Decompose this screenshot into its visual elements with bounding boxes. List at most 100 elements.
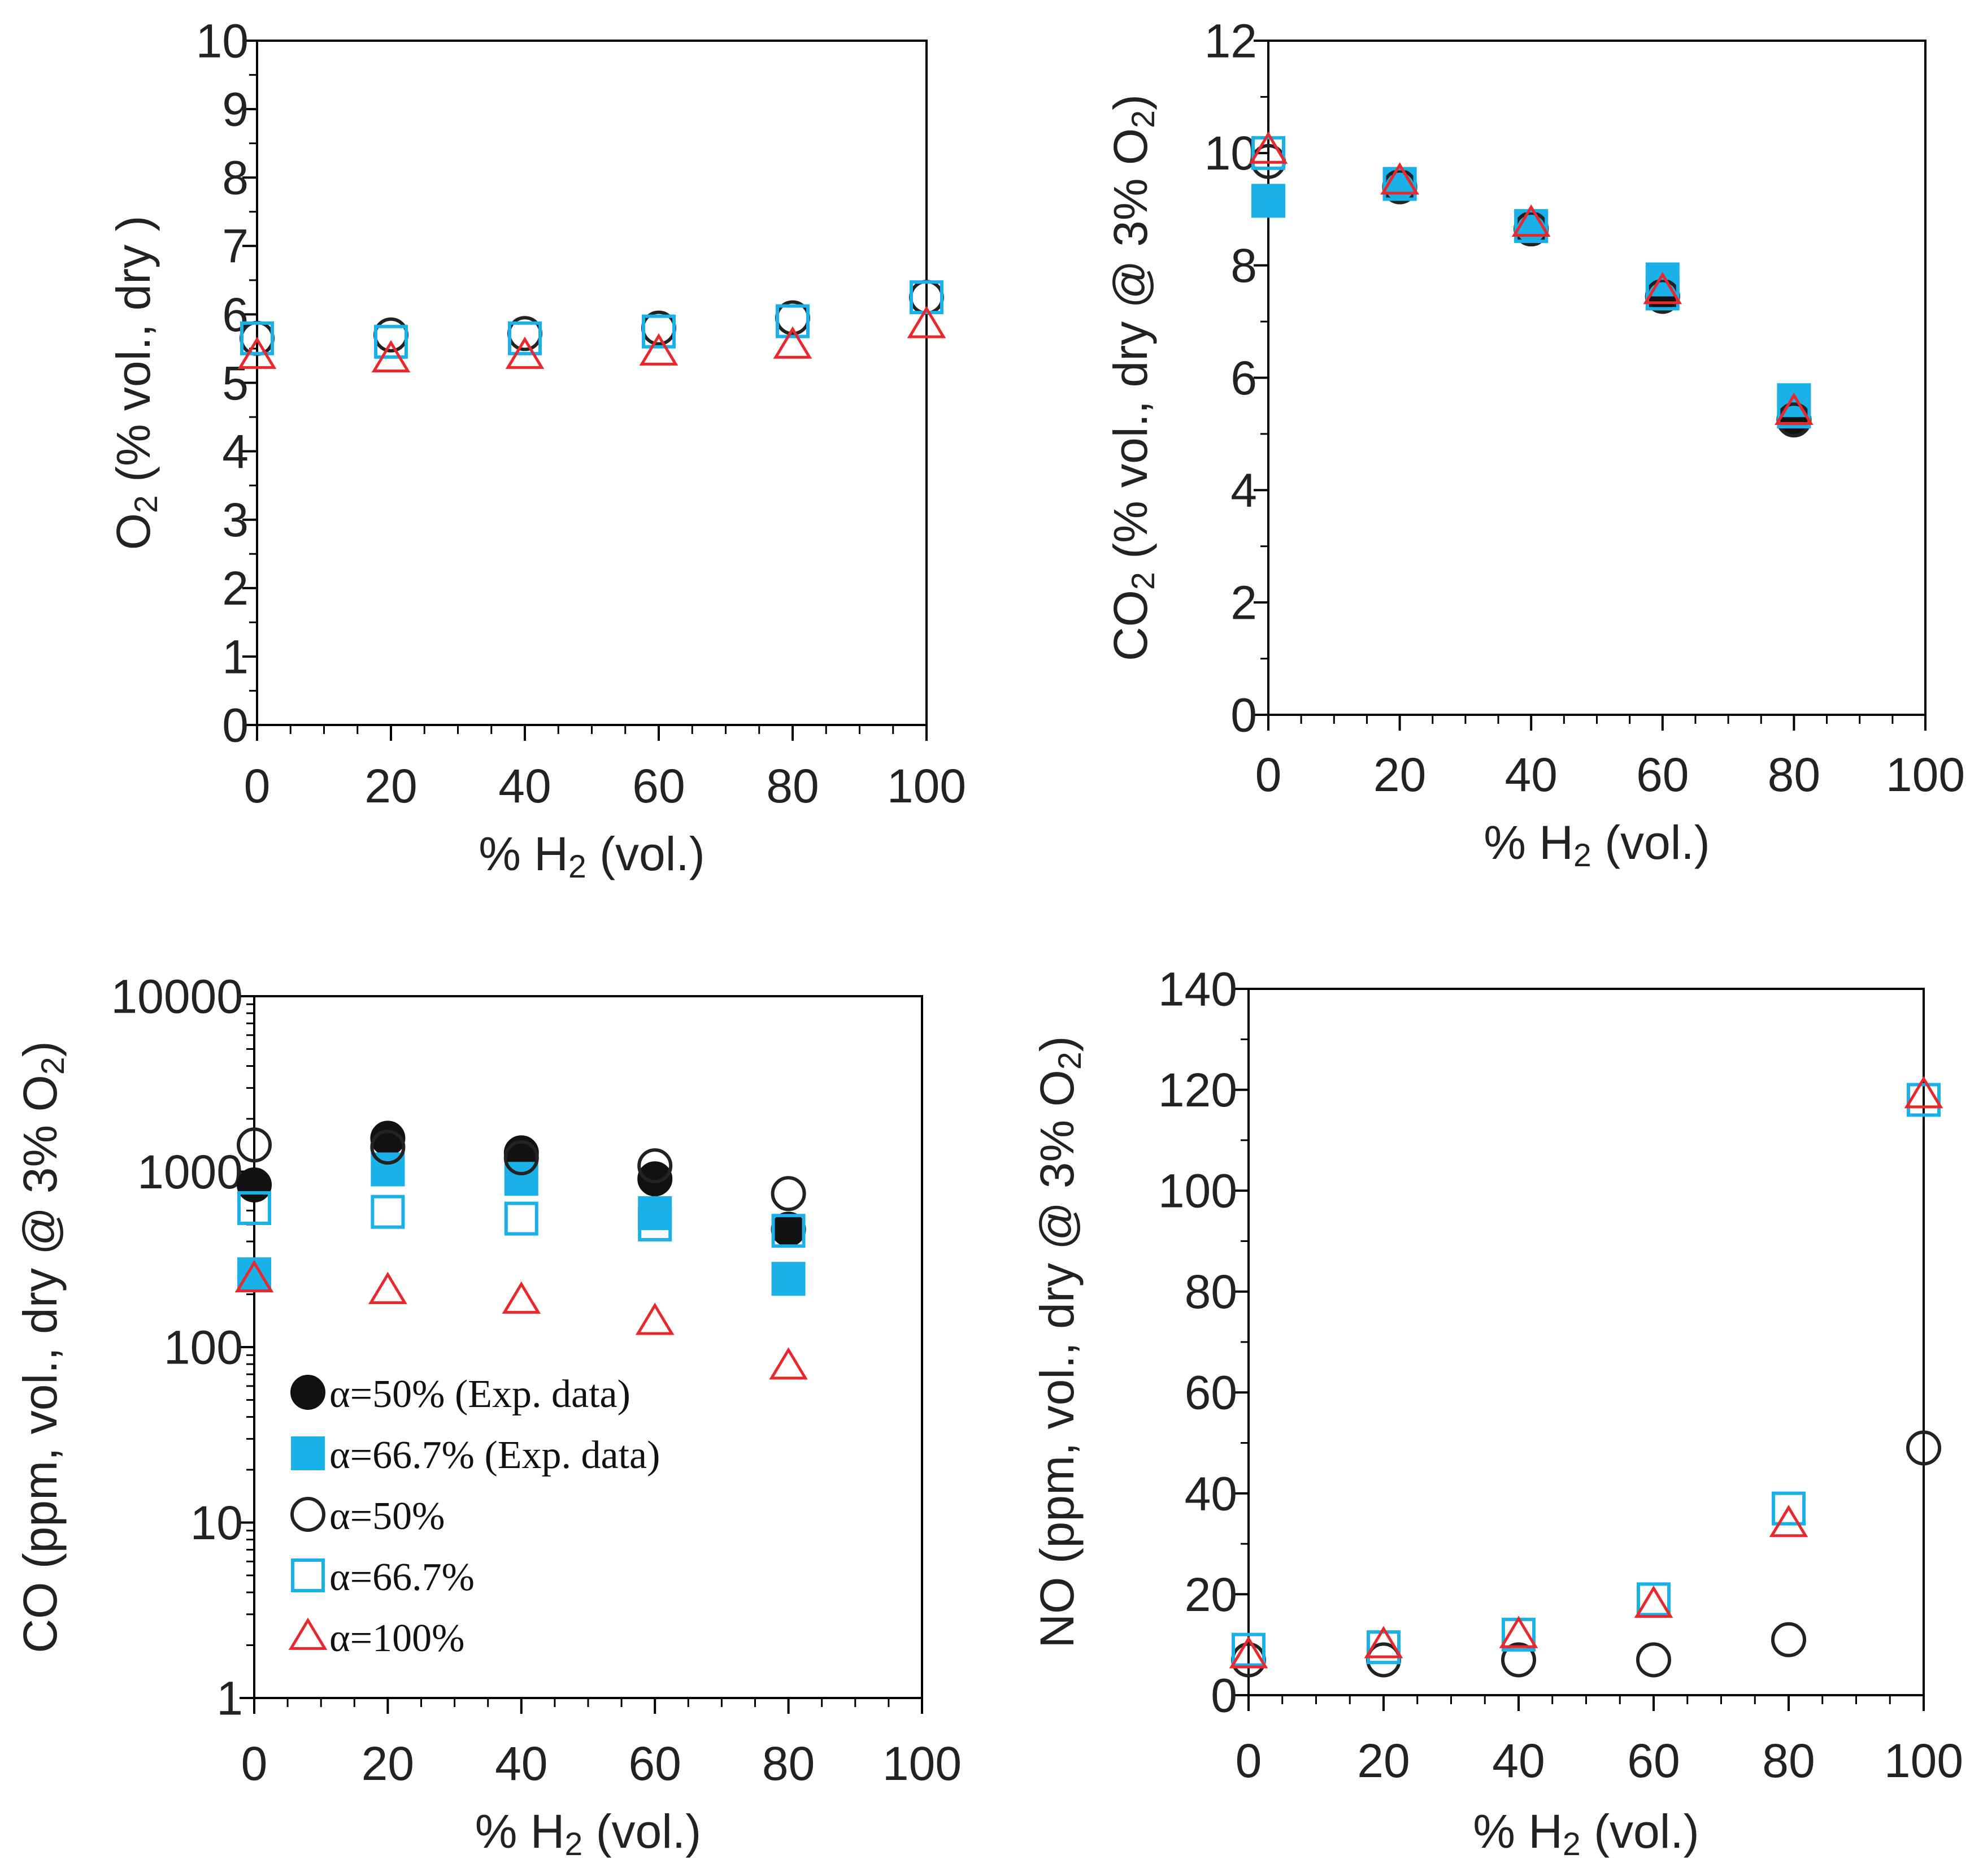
title-part: (vol.) <box>586 827 705 880</box>
data-point <box>910 280 943 315</box>
y-tick-label: 10 <box>196 14 249 67</box>
data-point <box>1511 204 1551 237</box>
data-point <box>505 336 545 369</box>
x-tick-label: 80 <box>1762 1734 1815 1787</box>
x-tick-label: 20 <box>1373 748 1426 801</box>
data-point <box>638 1207 672 1241</box>
series-triangle-open <box>234 1260 808 1380</box>
subscript: 2 <box>564 1826 582 1862</box>
x-tick-label: 40 <box>495 1737 547 1790</box>
x-tick-label: 60 <box>628 1737 681 1790</box>
title-part: (% vol., dry @ 3% O <box>1104 128 1157 572</box>
data-point <box>1251 184 1285 218</box>
data-point <box>502 1281 541 1314</box>
subscript: 2 <box>1125 110 1162 128</box>
x-tick-label: 100 <box>887 759 966 813</box>
title-part: % H <box>479 827 568 880</box>
data-point <box>503 1140 539 1175</box>
series-triangle-open <box>1249 131 1814 425</box>
data-point <box>504 1201 538 1236</box>
y-tick-label: 1000 <box>137 1145 243 1198</box>
data-point <box>234 1260 274 1293</box>
data-point <box>771 1176 806 1211</box>
y-tick-label: 120 <box>1158 1063 1237 1117</box>
x-tick-label: 60 <box>1627 1734 1680 1787</box>
x-tick-label: 80 <box>1768 748 1820 801</box>
data-point <box>237 1167 272 1203</box>
title-part: ) <box>1030 1036 1084 1052</box>
plot-frame <box>1247 988 1925 1696</box>
series-square-open <box>240 280 943 359</box>
data-point <box>1501 1642 1536 1678</box>
legend-label: α=100% <box>329 1617 464 1660</box>
x-tick-label: 100 <box>1886 748 1965 801</box>
data-point <box>771 1211 806 1247</box>
y-tick-label: 10 <box>190 1496 243 1549</box>
x-tick-label: 20 <box>362 1737 414 1790</box>
title-part: % H <box>475 1805 565 1858</box>
data-point <box>237 1127 272 1163</box>
series-triangle-open <box>237 306 946 372</box>
y-tick-label: 1 <box>216 1671 243 1725</box>
x-tick-label: 0 <box>241 1737 268 1790</box>
subscript: 2 <box>1573 837 1591 874</box>
x-tick-label: 40 <box>1492 1734 1545 1787</box>
series-circle-open <box>237 1127 806 1211</box>
y-tick-label: 7 <box>222 220 249 273</box>
data-point <box>907 306 946 338</box>
y-tick-label: 3 <box>222 493 249 546</box>
data-point <box>371 1195 405 1229</box>
data-point <box>773 326 812 359</box>
plot-frame <box>1267 40 1927 716</box>
y-axis-title: NO (ppm, vol., dry @ 3% O2) <box>1030 1036 1088 1648</box>
legend-marker <box>291 1558 325 1592</box>
series-square-open <box>1232 1083 1941 1667</box>
data-point <box>776 304 810 338</box>
data-point <box>1772 1491 1806 1526</box>
title-part: % H <box>1484 816 1573 869</box>
y-tick-label: 1 <box>222 630 249 683</box>
y-tick-label: 40 <box>1185 1467 1237 1520</box>
data-point <box>1637 1582 1671 1617</box>
legend-label: α=50% <box>329 1495 445 1538</box>
data-point <box>635 1302 675 1335</box>
series-circle-filled <box>1382 169 1812 438</box>
data-point <box>771 1214 806 1248</box>
data-point <box>240 321 274 355</box>
data-point <box>1499 1616 1538 1648</box>
data-point <box>1645 276 1680 311</box>
data-point <box>638 1196 672 1230</box>
y-tick-label: 5 <box>222 357 249 410</box>
data-point <box>1636 1642 1671 1678</box>
subscript: 2 <box>1563 1826 1581 1862</box>
series-square-open <box>237 1191 806 1248</box>
x-tick-label: 0 <box>244 759 271 813</box>
legend-marker <box>288 1617 328 1650</box>
data-point <box>771 1262 806 1296</box>
data-point <box>769 1347 808 1380</box>
title-part: (vol.) <box>1591 816 1710 869</box>
y-tick-label: 60 <box>1185 1366 1237 1419</box>
data-point <box>1769 1505 1808 1538</box>
x-tick-label: 40 <box>498 759 551 813</box>
y-tick-label: 4 <box>222 425 249 478</box>
subscript: 2 <box>35 1057 71 1075</box>
series-circle-open <box>1231 1430 1941 1678</box>
y-axis-title: CO (ppm, vol., dry @ 3% O2) <box>14 1041 71 1653</box>
x-tick-label: 20 <box>1357 1734 1410 1787</box>
x-axis-title: % H2 (vol.) <box>1484 816 1710 874</box>
data-point <box>637 1161 673 1197</box>
data-point <box>1229 1636 1268 1669</box>
subscript: 2 <box>1125 572 1162 590</box>
legend-label: α=50% (Exp. data) <box>329 1373 630 1416</box>
y-tick-label: 80 <box>1185 1265 1237 1318</box>
title-part: % H <box>1473 1805 1563 1858</box>
data-point <box>237 336 277 369</box>
data-point <box>237 1191 271 1225</box>
data-point <box>642 314 676 349</box>
legend-item: α=50% <box>290 1495 445 1538</box>
